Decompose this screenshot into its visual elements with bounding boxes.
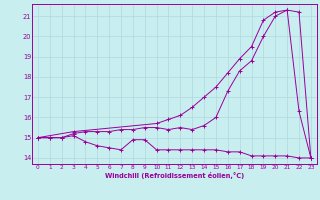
X-axis label: Windchill (Refroidissement éolien,°C): Windchill (Refroidissement éolien,°C) [105,172,244,179]
